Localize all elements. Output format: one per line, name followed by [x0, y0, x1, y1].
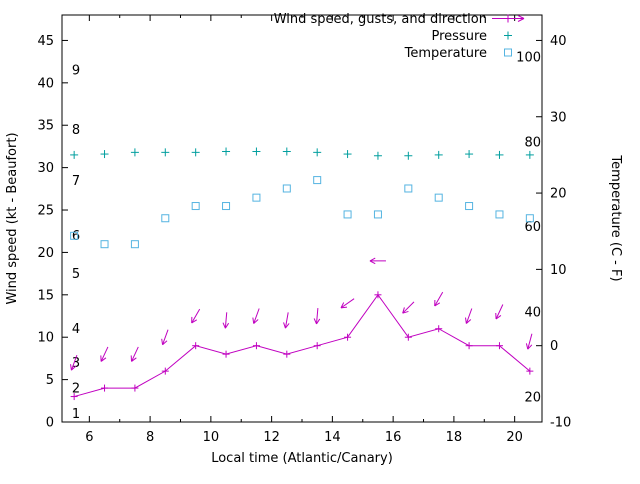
svg-text:10: 10 [550, 263, 567, 278]
svg-text:80: 80 [524, 135, 541, 150]
svg-text:20: 20 [37, 246, 54, 261]
svg-text:12: 12 [263, 430, 280, 445]
fahrenheit-scale-labels: 20 40 60 80 100 [516, 51, 541, 406]
svg-text:25: 25 [37, 204, 54, 219]
svg-text:2: 2 [72, 382, 80, 397]
svg-text:9: 9 [72, 64, 80, 79]
gust-arrows [71, 258, 532, 370]
svg-text:40: 40 [550, 34, 567, 49]
svg-text:6: 6 [85, 430, 93, 445]
svg-text:10: 10 [37, 331, 54, 346]
svg-text:18: 18 [446, 430, 463, 445]
svg-text:40: 40 [524, 306, 541, 321]
temperature-series [71, 177, 534, 248]
plot-border [62, 15, 542, 422]
x-axis-labels: 6 8 10 12 14 16 18 20 [85, 430, 523, 445]
svg-text:4: 4 [72, 322, 80, 337]
svg-text:20: 20 [506, 430, 523, 445]
svg-text:20: 20 [524, 390, 541, 405]
svg-text:20: 20 [550, 187, 567, 202]
svg-text:Wind speed (kt - Beaufort): Wind speed (kt - Beaufort) [5, 132, 20, 304]
svg-text:15: 15 [37, 288, 54, 303]
svg-text:10: 10 [203, 430, 220, 445]
svg-text:30: 30 [37, 161, 54, 176]
svg-text:Temperature: Temperature [404, 46, 487, 61]
svg-text:Wind speed, gusts, and directi: Wind speed, gusts, and direction [274, 12, 487, 27]
svg-text:Local time (Atlantic/Canary): Local time (Atlantic/Canary) [211, 451, 393, 466]
svg-text:7: 7 [72, 174, 80, 189]
svg-text:5: 5 [46, 373, 54, 388]
svg-text:8: 8 [146, 430, 154, 445]
svg-text:5: 5 [72, 267, 80, 282]
pressure-series [70, 148, 534, 160]
svg-text:1: 1 [72, 407, 80, 422]
svg-text:0: 0 [550, 339, 558, 354]
svg-text:45: 45 [37, 34, 54, 49]
svg-text:0: 0 [46, 416, 54, 431]
svg-text:6: 6 [72, 229, 80, 244]
svg-text:35: 35 [37, 119, 54, 134]
svg-text:30: 30 [550, 110, 567, 125]
right-axis: -10 0 10 20 30 40 [536, 34, 571, 431]
svg-text:14: 14 [324, 430, 341, 445]
left-axis: 0 5 10 15 20 25 30 35 40 45 [37, 34, 68, 431]
legend: Wind speed, gusts, and direction Pressure… [274, 12, 524, 61]
svg-text:8: 8 [72, 123, 80, 138]
wind-series [71, 291, 534, 400]
svg-text:16: 16 [385, 430, 402, 445]
svg-text:Temperature (C - F): Temperature (C - F) [608, 154, 623, 281]
x-axis-ticks [89, 15, 514, 422]
svg-text:100: 100 [516, 51, 541, 66]
svg-text:-10: -10 [550, 416, 571, 431]
svg-text:40: 40 [37, 76, 54, 91]
svg-text:60: 60 [524, 220, 541, 235]
svg-text:Pressure: Pressure [431, 29, 487, 44]
